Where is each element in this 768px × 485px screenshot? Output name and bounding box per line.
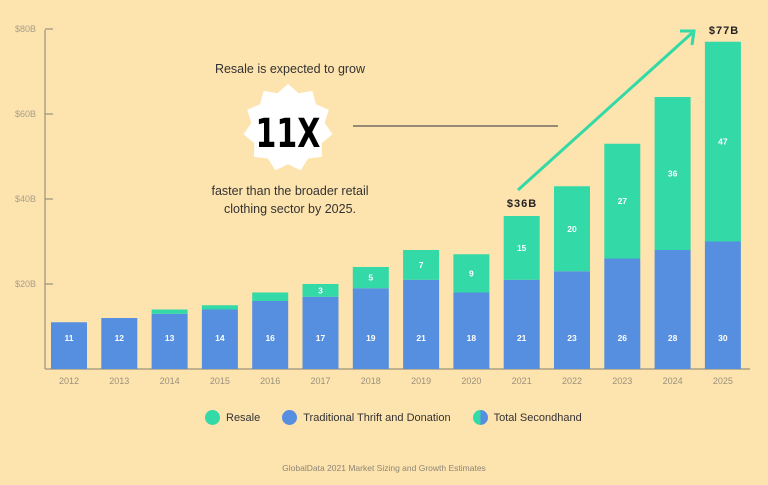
bar-label: 30	[718, 333, 728, 343]
growth-arrowhead-icon	[680, 29, 696, 46]
bar-label: 26	[618, 333, 628, 343]
x-tick-label: 2019	[411, 376, 431, 386]
bar-label: 19	[366, 333, 376, 343]
x-tick-label: 2021	[512, 376, 532, 386]
total-split-dot-icon	[472, 410, 488, 425]
bar-resale-2025	[704, 41, 741, 242]
x-tick-label: 2023	[612, 376, 632, 386]
bar-label: 11	[65, 333, 74, 343]
bar-label: 36	[668, 169, 678, 179]
total-2021-label: $36B	[507, 198, 537, 210]
source-note: GlobalData 2021 Market Sizing and Growth…	[282, 463, 486, 473]
legend-label: Resale	[226, 411, 261, 424]
resale-dot-icon	[205, 410, 220, 425]
callout-line1: Resale is expected to grow	[214, 62, 366, 76]
bar-label: 7	[419, 260, 424, 270]
bar-label: 21	[517, 333, 527, 343]
callout-line2-text: faster than the broader retail	[211, 184, 369, 198]
bar-resale-2018	[352, 267, 389, 289]
x-tick-label: 2018	[361, 376, 381, 386]
bar-thrift-2023	[604, 258, 641, 369]
bar-thrift-2020	[453, 292, 490, 369]
x-tick-label: 2024	[663, 376, 683, 386]
x-tick-label: 2016	[260, 376, 280, 386]
bar-label: 28	[668, 333, 678, 343]
x-tick-label: 2012	[59, 376, 79, 386]
legend-item-total: Total Secondhand	[472, 410, 582, 425]
bar-thrift-2018	[352, 288, 389, 369]
legend-item-resale: Resale	[205, 410, 260, 425]
bar-label: 18	[467, 333, 477, 343]
total-2025-label: $77B	[709, 25, 739, 37]
bar-label: 17	[316, 333, 326, 343]
bar-label: 20	[567, 224, 577, 234]
y-tick-label: $60B	[15, 109, 36, 119]
bar-thrift-2012	[51, 322, 87, 369]
bar-thrift-2025	[704, 241, 741, 369]
x-tick-label: 2015	[210, 376, 230, 386]
x-tick-label: 2025	[713, 376, 733, 386]
x-tick-label: 2020	[461, 376, 481, 386]
bar-resale-2021	[503, 216, 540, 280]
bar-resale-2023	[604, 143, 641, 259]
y-tick-label: $20B	[15, 279, 36, 289]
bar-label: 16	[265, 333, 275, 343]
bar-thrift-2017	[302, 296, 339, 369]
bar-label: 5	[368, 273, 373, 283]
bar-resale-2019	[403, 250, 440, 280]
thrift-dot-icon	[282, 410, 298, 425]
bar-resale-2022	[554, 186, 590, 272]
x-tick-label: 2017	[310, 376, 330, 386]
bar-thrift-2016	[252, 301, 289, 369]
callout-line3-text: clothing sector by 2025.	[223, 202, 357, 216]
bar-thrift-2022	[554, 271, 590, 369]
legend-item-thrift: Traditional Thrift and Donation	[282, 410, 451, 425]
x-tick-label: 2022	[562, 376, 582, 386]
x-tick-label: 2014	[160, 376, 180, 386]
legend-label: Total Secondhand	[493, 411, 582, 424]
bar-resale-2020	[453, 254, 490, 293]
bar-thrift-2015	[201, 309, 238, 369]
bar-thrift-2013	[101, 318, 138, 369]
bar-resale-2015	[201, 305, 238, 310]
bar-resale-2014	[151, 309, 188, 314]
bar-label: 9	[469, 268, 474, 278]
bar-thrift-2021	[503, 279, 540, 369]
bar-label: 13	[165, 333, 175, 343]
bar-label: 21	[416, 333, 426, 343]
callout-line2: faster than the broader retail clothing …	[180, 182, 400, 218]
x-tick-label: 2013	[109, 376, 129, 386]
bar-thrift-2014	[151, 313, 188, 369]
bar-resale-2017	[302, 284, 339, 297]
y-tick-label: $80B	[15, 24, 36, 34]
bar-thrift-2024	[654, 250, 691, 369]
bar-resale-2016	[252, 292, 289, 301]
bar-label: 27	[618, 196, 628, 206]
bar-label: 15	[517, 243, 527, 253]
bar-label: 3	[318, 285, 323, 295]
legend-label: Traditional Thrift and Donation	[303, 411, 451, 424]
bar-label: 47	[718, 137, 728, 147]
bar-resale-2024	[654, 97, 691, 250]
bar-label: 23	[567, 333, 577, 343]
legend: Resale Traditional Thrift and Donation T…	[205, 410, 582, 425]
growth-arrow-line	[516, 31, 694, 192]
bar-label: 12	[115, 333, 125, 343]
bar-label: 14	[215, 333, 225, 343]
bar-thrift-2019	[403, 279, 440, 369]
y-tick-label: $40B	[15, 194, 36, 204]
